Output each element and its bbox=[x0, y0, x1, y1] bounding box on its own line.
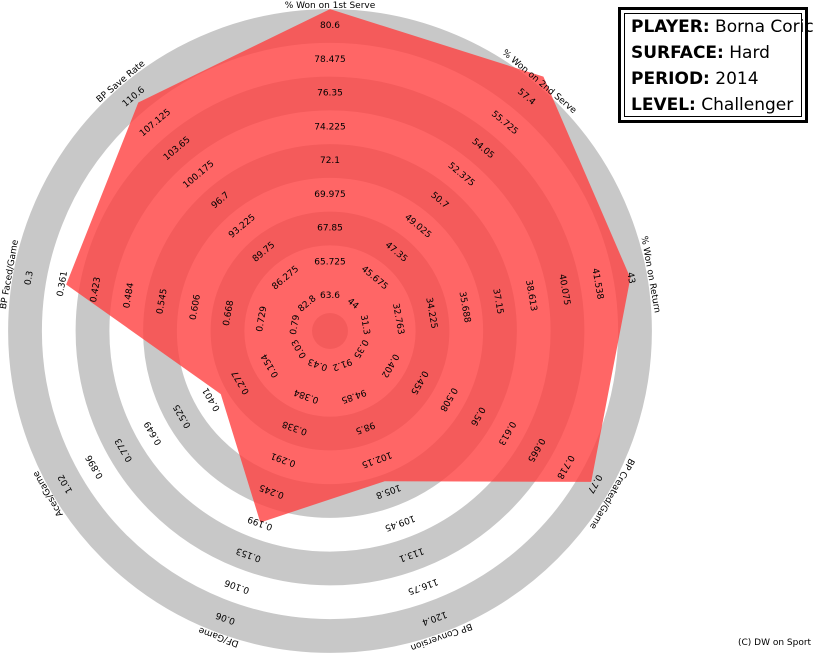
radar-tick-label: 0.729 bbox=[255, 305, 269, 332]
radar-tick-label: 0.79 bbox=[289, 314, 302, 336]
surface-line: SURFACE: Hard bbox=[631, 40, 805, 66]
radar-data-layer bbox=[66, 9, 631, 523]
radar-tick-label: 37.15 bbox=[490, 288, 504, 315]
radar-data-polygon bbox=[66, 9, 631, 523]
surface-key: SURFACE: bbox=[631, 43, 724, 63]
radar-tick-label: 76.35 bbox=[317, 89, 343, 99]
level-value: Challenger bbox=[701, 95, 794, 115]
player-key: PLAYER: bbox=[631, 17, 710, 37]
radar-axis-label: % Won on 1st Serve bbox=[285, 1, 376, 11]
radar-tick-label: 116.75 bbox=[406, 576, 439, 596]
period-value: 2014 bbox=[715, 69, 759, 89]
radar-tick-label: 31.3 bbox=[358, 314, 371, 335]
radar-tick-label: 0.106 bbox=[223, 577, 251, 595]
radar-tick-label: 65.725 bbox=[314, 257, 346, 267]
radar-tick-label: 0.649 bbox=[143, 419, 165, 447]
radar-tick-label: 80.6 bbox=[320, 21, 340, 31]
radar-tick-label: 69.975 bbox=[314, 190, 346, 200]
radar-tick-label: 0.668 bbox=[222, 299, 236, 326]
radar-tick-label: 0.484 bbox=[122, 282, 136, 309]
radar-tick-label: 43 bbox=[624, 272, 636, 285]
surface-value: Hard bbox=[729, 43, 770, 63]
radar-tick-label: 67.85 bbox=[317, 224, 343, 234]
radar-tick-label: 74.225 bbox=[314, 122, 346, 132]
player-line: PLAYER: Borna Coric bbox=[631, 14, 814, 40]
player-info-box: PLAYER: Borna Coric SURFACE: Hard PERIOD… bbox=[618, 7, 814, 123]
credit-text: (C) DW on Sport bbox=[738, 638, 812, 648]
period-key: PERIOD: bbox=[631, 69, 710, 89]
radar-tick-label: 0.361 bbox=[56, 270, 70, 297]
radar-tick-label: 0.423 bbox=[89, 276, 103, 303]
radar-tick-label: 72.1 bbox=[320, 156, 340, 166]
radar-tick-label: 63.6 bbox=[320, 291, 340, 301]
level-line: LEVEL: Challenger bbox=[631, 92, 805, 118]
level-key: LEVEL: bbox=[631, 95, 696, 115]
period-line: PERIOD: 2014 bbox=[631, 66, 805, 92]
radar-tick-label: 78.475 bbox=[314, 55, 346, 65]
player-value: Borna Coric bbox=[715, 17, 814, 37]
radar-tick-label: 0.3 bbox=[23, 270, 35, 286]
radar-tick-label: 0.896 bbox=[84, 453, 106, 481]
radar-tick-label: 0.606 bbox=[189, 294, 203, 321]
radar-tick-label: 0.545 bbox=[155, 288, 169, 315]
radar-tick-label: 109.45 bbox=[383, 512, 416, 532]
